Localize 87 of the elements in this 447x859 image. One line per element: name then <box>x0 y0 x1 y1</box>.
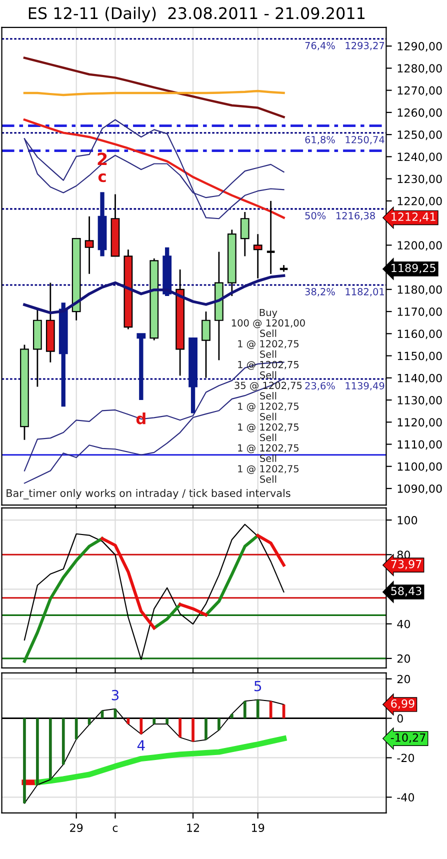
bar <box>36 718 39 785</box>
y-tick-label: 1220,00 <box>398 196 442 206</box>
bar <box>204 718 208 740</box>
y-tick-label: 1200,00 <box>398 241 442 251</box>
candlestick <box>202 310 210 379</box>
annotation: Buy <box>260 308 278 318</box>
annotation: Sell <box>260 434 276 442</box>
x-tick-label: c <box>112 826 118 832</box>
text: 73,97 <box>391 560 422 570</box>
y-tick-label: 1140,00 <box>398 374 442 384</box>
y-tick-label: 1270,00 <box>398 86 442 96</box>
annotation: Sell <box>260 329 276 338</box>
y-tick-label: 1260,00 <box>398 108 442 118</box>
ref-line-label: 76,4% 1293,27 <box>305 42 384 50</box>
annotation: Sell <box>260 475 276 483</box>
y-tick-label: 1290,00 <box>398 42 442 52</box>
bar <box>100 710 104 718</box>
ref-line-label: 61,8% 1250,74 <box>305 136 384 144</box>
text: 58,43 <box>391 586 422 596</box>
text: 6,99 <box>391 699 414 709</box>
y-tick-label: 20 <box>397 654 410 663</box>
text: -10,27 <box>390 733 426 743</box>
x-tick-label: 12 <box>187 824 199 832</box>
ref-line-label: 38,2% 1182,01 <box>305 288 384 296</box>
candlestick <box>240 211 250 257</box>
candlestick <box>266 200 276 275</box>
y-tick-label: 20 <box>397 674 410 684</box>
annotation: 1 @ 1202,75 <box>238 423 299 432</box>
annotation: 4 <box>137 740 145 750</box>
annotation: 5 <box>254 680 262 692</box>
chart-title: ES 12-11 (Daily) 23.08.2011 - 21.09.2011 <box>28 6 365 22</box>
y-tick-label: -40 <box>397 793 414 802</box>
y-tick-label: 1100,00 <box>398 462 442 472</box>
annotation: Sell <box>260 392 276 400</box>
y-tick-label: 100 <box>398 516 418 524</box>
line-series <box>24 524 284 660</box>
annotation: 3 <box>112 690 119 700</box>
bar <box>192 718 194 742</box>
y-tick-label: 1280,00 <box>398 64 442 74</box>
bar <box>243 701 246 718</box>
annotation: Sell <box>260 412 276 420</box>
x-tick-label: 19 <box>252 824 264 832</box>
x-tick-label: 29 <box>70 824 83 832</box>
bar <box>62 718 65 764</box>
y-tick-label: 1250,00 <box>398 130 442 140</box>
y-tick-label: 1230,00 <box>398 174 442 184</box>
y-tick-label: 1110,00 <box>398 440 442 450</box>
annotation: 100 @ 1201,00 <box>232 319 305 328</box>
annotation: 1 @ 1202,75 <box>238 444 299 454</box>
y-tick-label: 1120,00 <box>398 418 442 428</box>
line-series <box>23 56 285 118</box>
ref-line-label: 50% 1216,38 <box>305 212 375 220</box>
bar <box>140 718 143 734</box>
bar <box>23 718 26 804</box>
y-tick-label: 1180,00 <box>398 285 442 295</box>
y-tick-label: 1090,00 <box>398 484 442 494</box>
y-tick-label: 1170,00 <box>398 308 442 318</box>
annotation: 2 <box>98 152 107 165</box>
annotation: Sell <box>260 350 276 358</box>
bar <box>218 718 220 730</box>
text: 1212,41 <box>392 212 436 222</box>
bar <box>178 718 182 738</box>
y-tick-label: -20 <box>397 754 414 762</box>
candlestick <box>84 216 94 275</box>
annotation: 1 @ 1202,75 <box>238 465 299 474</box>
text: 1189,25 <box>392 264 436 274</box>
candlestick <box>136 333 146 400</box>
y-tick-label: 0 <box>397 714 403 723</box>
y-tick-label: 40 <box>397 620 410 628</box>
candlestick <box>253 233 262 280</box>
y-tick-label: 1160,00 <box>398 330 442 340</box>
bar <box>166 718 169 724</box>
y-tick-label: 1130,00 <box>398 396 442 406</box>
annotation: c <box>98 173 106 182</box>
annotation: Bar_timer only works on intraday / tick based intervals <box>6 488 290 500</box>
bar <box>152 718 156 724</box>
bar <box>230 714 234 718</box>
bar <box>74 718 78 740</box>
y-tick-label: 1240,00 <box>398 152 442 162</box>
bar <box>256 700 260 718</box>
ref-line-label: 23,6% 1139,49 <box>305 382 384 390</box>
annotation: Sell <box>260 371 276 379</box>
annotation: 1 @ 1202,75 <box>238 340 299 349</box>
annotation: Sell <box>260 454 276 462</box>
annotation: 1 @ 1202,75 <box>238 402 299 412</box>
y-tick-label: 1150,00 <box>398 352 442 362</box>
bar <box>48 718 52 780</box>
